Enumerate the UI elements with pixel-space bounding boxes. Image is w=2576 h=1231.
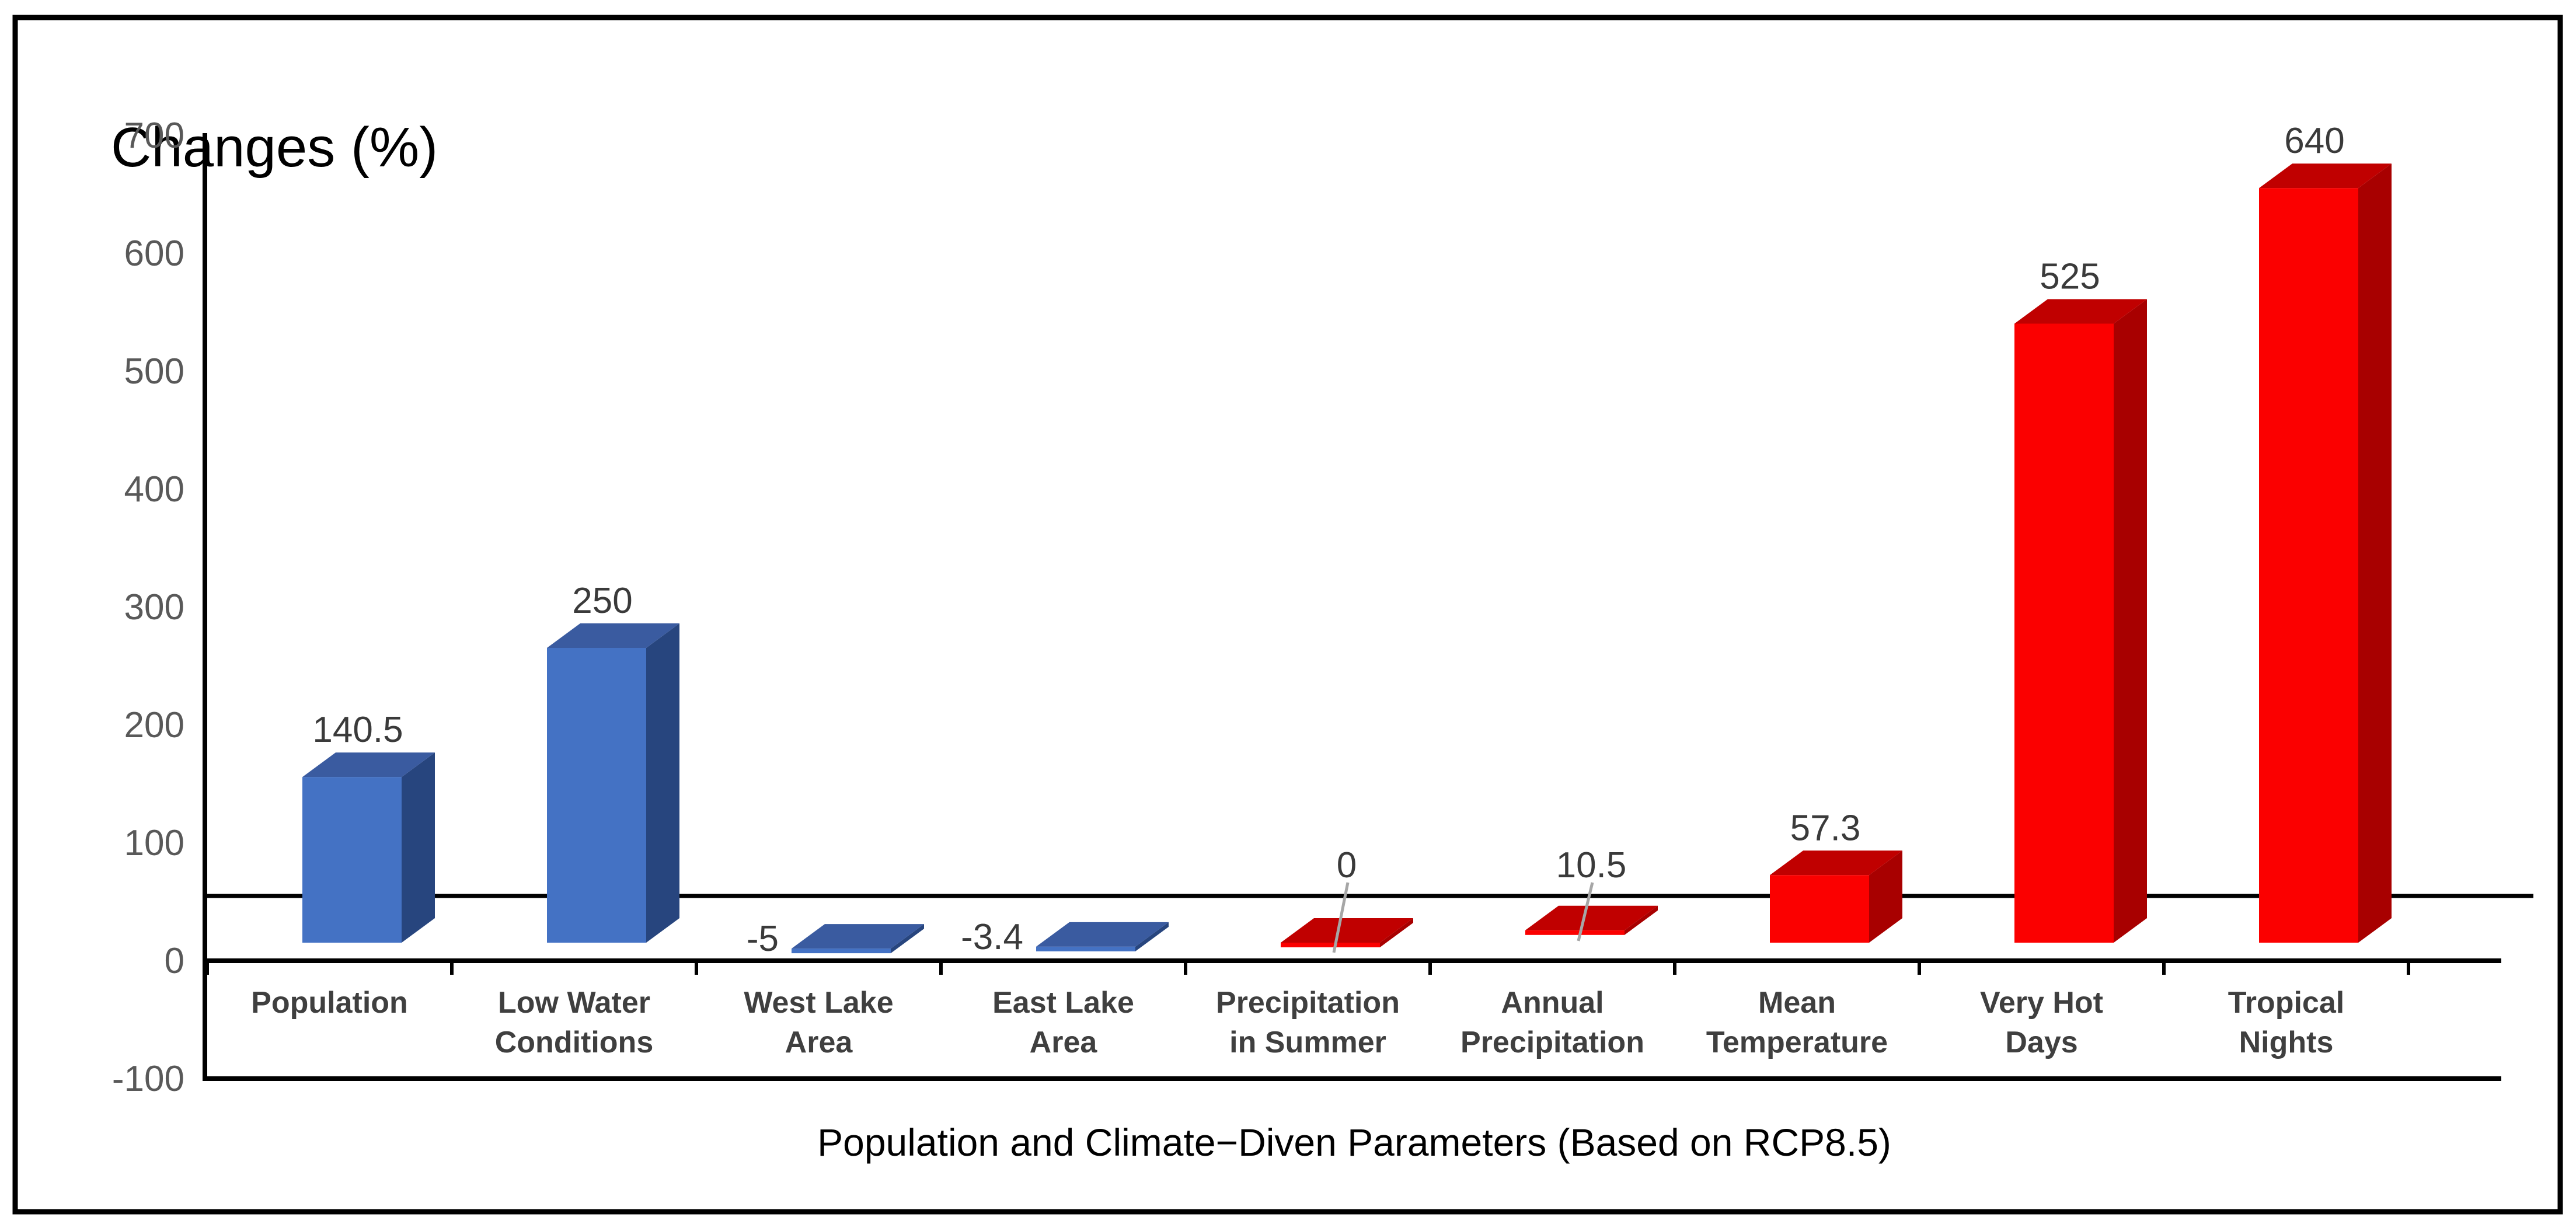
figure-border [12,15,2563,1215]
data-label: -5 [747,919,779,959]
category-label: in Summer [1229,1026,1386,1059]
category-label: Very Hot [1980,986,2103,1020]
data-label: 250 [572,581,632,621]
category-label: Precipitation [1460,1026,1644,1059]
category-label: Days [2005,1026,2077,1059]
data-label: 10.5 [1556,845,1627,885]
bar-top-face [2014,299,2147,324]
category-label: Temperature [1706,1026,1888,1059]
category-label: Nights [2239,1026,2334,1059]
bar-top-face [547,623,679,648]
data-label-leader-line [1577,882,1594,941]
y-tick-label: 600 [124,233,184,274]
bar-front-face [1281,943,1380,947]
bar-front-face [2259,188,2358,943]
y-tick-label: -100 [112,1059,184,1099]
bar-top-face [792,924,924,949]
bar-top-face [1281,918,1413,943]
category-label: Low Water [498,986,650,1020]
category-label: Precipitation [1216,986,1400,1020]
bar-side-face [2358,163,2392,943]
bar-side-face [2114,299,2147,943]
y-tick-label: 500 [124,351,184,392]
bar-side-face [1380,918,1413,947]
value-axis-title: Changes (%) [111,116,438,179]
bar-top-face [302,752,435,777]
bar-side-face [1135,922,1169,951]
bar-front-face [1525,930,1625,935]
data-label: 57.3 [1790,808,1861,848]
bar-front-face [1770,875,1869,943]
y-tick-label: 0 [165,941,184,981]
data-label: 525 [2040,257,2100,297]
bar-front-face [792,948,891,954]
data-label: -3.4 [961,917,1023,957]
bar-front-face [2014,323,2114,943]
bar-side-face [1869,850,1902,943]
bar-side-face [891,924,924,954]
bar-side-face [646,623,679,943]
category-label: Annual [1501,986,1604,1020]
bar-front-face [547,648,646,943]
y-tick-label: 100 [124,823,184,863]
bar-top-face [1036,922,1169,947]
y-tick-label: 400 [124,469,184,510]
bar-front-face [1036,946,1135,951]
y-tick-label: 700 [124,116,184,156]
data-label-leader-line [1332,882,1350,953]
category-label: Tropical [2228,986,2344,1020]
bar-top-face [2259,163,2392,189]
bar-top-face [1525,905,1658,930]
bar-front-face [302,777,402,943]
data-label: 140.5 [312,710,403,750]
category-label: West Lake [744,986,893,1020]
y-tick-label: 200 [124,705,184,745]
category-label: Area [1030,1026,1098,1059]
bar-side-face [402,752,435,943]
category-label: Population [251,986,408,1020]
data-label: 640 [2284,121,2344,161]
category-label: Mean [1758,986,1836,1020]
data-label: 0 [1337,845,1357,885]
category-label: Area [785,1026,853,1059]
category-label: East Lake [992,986,1134,1020]
x-axis-title: Population and Climate−Diven Parameters … [817,1121,1891,1164]
bar-side-face [1625,905,1658,935]
category-label: Conditions [495,1026,654,1059]
y-tick-label: 300 [124,587,184,627]
bar-top-face [1770,850,1902,876]
